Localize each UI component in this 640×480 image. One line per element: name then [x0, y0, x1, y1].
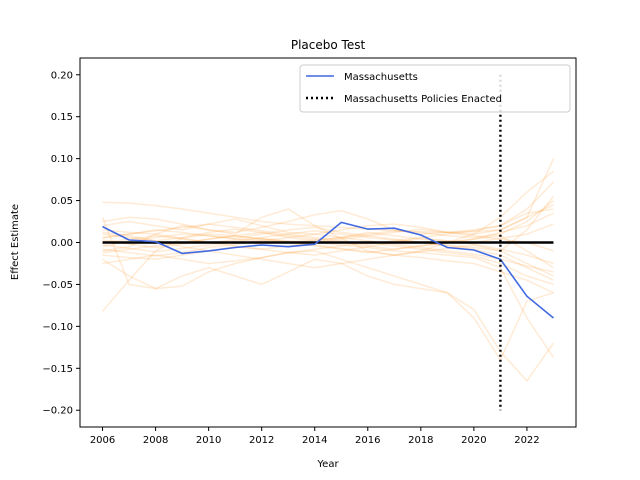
placebo-line-3 [101, 217, 555, 383]
legend: Massachusetts Massachusetts Policies Ena… [299, 64, 571, 113]
y-tick-label: 0.00 [51, 238, 73, 249]
placebo-line-12 [102, 241, 554, 286]
placebo-line-1 [102, 158, 555, 234]
x-tick-label: 2022 [514, 435, 539, 446]
x-tick-label: 2014 [302, 435, 327, 446]
placebo-line-13 [102, 212, 554, 250]
y-axis-ticks: −0.20 −0.15 −0.10 −0.05 0.00 0.05 0.10 0.15 0.20 [42, 70, 80, 417]
x-tick-label: 2016 [355, 435, 380, 446]
placebo-line-19 [102, 208, 554, 245]
placebo-line-20 [102, 237, 554, 277]
placebo-line-8 [102, 200, 554, 248]
placebo-line-5 [102, 181, 555, 235]
x-axis-label: Year [316, 459, 339, 470]
y-tick-label: 0.15 [51, 112, 73, 123]
placebo-line-9 [102, 226, 554, 281]
x-axis-ticks: 2006 2008 2010 2012 2014 2016 2018 2020 2022 [90, 427, 540, 446]
placebo-line-15 [102, 233, 554, 273]
series-line-massachusetts [102, 221, 555, 319]
y-tick-label: 0.10 [51, 154, 73, 165]
legend-massachusetts-label: Massachusetts [344, 72, 418, 83]
x-tick-label: 2008 [143, 435, 168, 446]
plot-frame [79, 57, 577, 428]
placebo-line-11 [102, 204, 554, 235]
placebo-line-4 [102, 250, 554, 362]
y-tick-label: −0.05 [42, 280, 73, 291]
legend-box [299, 64, 571, 113]
main-lines [102, 74, 555, 411]
x-tick-label: 2010 [196, 435, 221, 446]
y-tick-label: −0.20 [42, 406, 73, 417]
y-tick-label: −0.15 [42, 364, 73, 375]
placebo-lines [101, 158, 555, 383]
placebo-line-7 [102, 231, 554, 294]
chart-title: Placebo Test [291, 38, 366, 52]
y-axis-label: Effect Estimate [10, 204, 21, 280]
placebo-line-6 [102, 170, 554, 256]
placebo-line-10 [102, 237, 554, 265]
x-tick-label: 2018 [408, 435, 433, 446]
x-tick-label: 2006 [90, 435, 115, 446]
y-tick-label: 0.05 [51, 196, 73, 207]
y-tick-label: 0.20 [51, 70, 73, 81]
x-tick-label: 2020 [461, 435, 486, 446]
y-tick-label: −0.10 [42, 322, 73, 333]
placebo-line-16 [102, 228, 554, 252]
legend-policy-label: Massachusetts Policies Enacted [344, 94, 502, 105]
x-tick-label: 2012 [249, 435, 274, 446]
